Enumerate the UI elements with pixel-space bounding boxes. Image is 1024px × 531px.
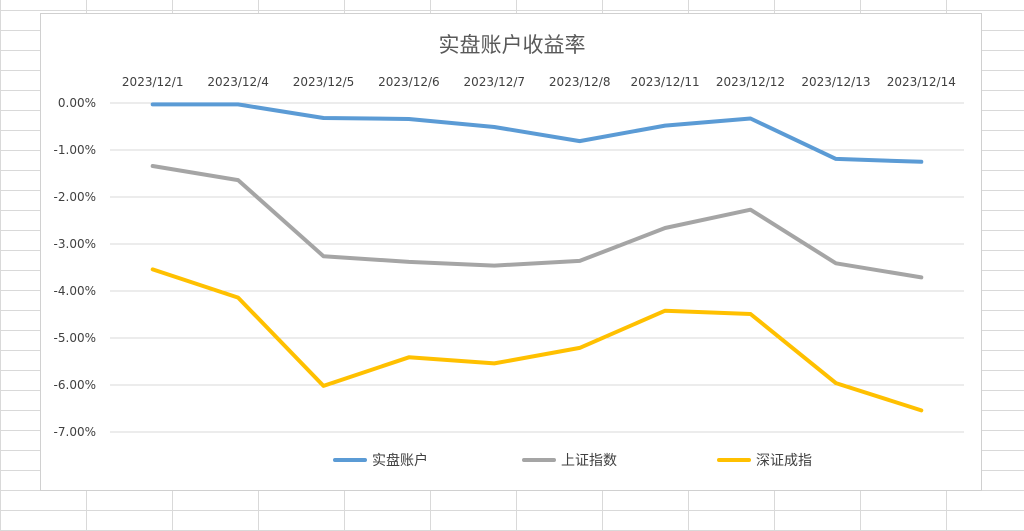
x-tick-label: 2023/12/6 [378, 75, 440, 89]
x-tick-label: 2023/12/13 [801, 75, 870, 89]
chart-title: 实盘账户收益率 [439, 33, 586, 57]
y-tick-label: -5.00% [54, 331, 96, 345]
y-tick-label: -4.00% [54, 284, 96, 298]
chart-frame[interactable] [40, 13, 982, 491]
x-tick-label: 2023/12/8 [549, 75, 611, 89]
legend-label: 实盘账户 [372, 452, 428, 469]
y-tick-label: -6.00% [54, 378, 96, 392]
series-line[interactable] [150, 102, 924, 164]
y-tick-label: -3.00% [54, 237, 96, 251]
legend-label: 深证成指 [756, 453, 812, 469]
x-tick-label: 2023/12/7 [464, 75, 526, 89]
x-tick-label: 2023/12/14 [887, 75, 956, 89]
x-tick-label: 2023/12/5 [293, 75, 355, 89]
series-line[interactable] [150, 267, 924, 413]
series-line[interactable] [150, 164, 924, 280]
x-tick-label: 2023/12/12 [716, 75, 785, 89]
x-tick-label: 2023/12/4 [207, 75, 269, 89]
y-tick-label: -1.00% [54, 143, 96, 157]
legend-label: 上证指数 [561, 453, 617, 469]
x-tick-label: 2023/12/11 [631, 75, 700, 89]
x-tick-label: 2023/12/1 [122, 75, 184, 89]
y-tick-label: 0.00% [58, 96, 96, 110]
y-tick-label: -2.00% [54, 190, 96, 204]
y-tick-label: -7.00% [54, 425, 96, 439]
